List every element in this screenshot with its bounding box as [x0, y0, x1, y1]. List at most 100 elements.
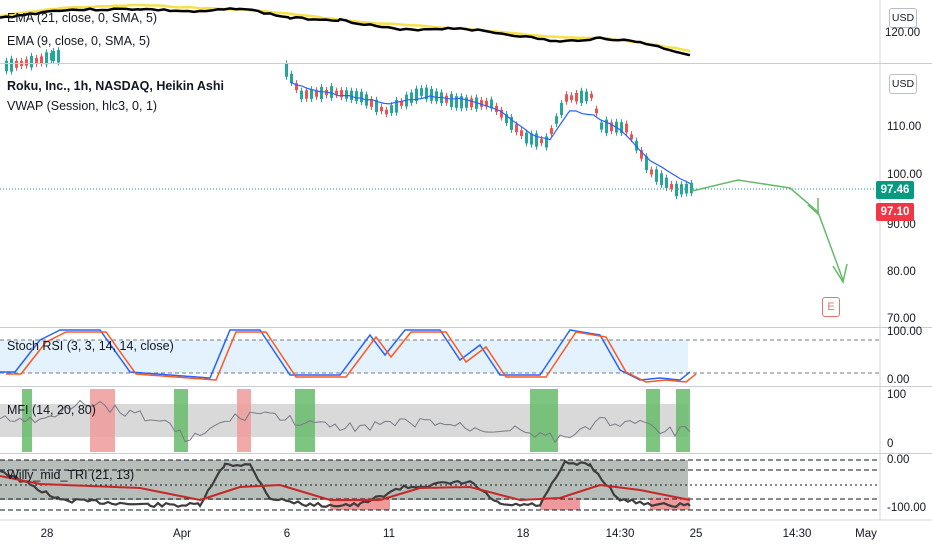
ema21-legend[interactable]: EMA (21, close, 0, SMA, 5) [7, 11, 158, 25]
candle-body [490, 99, 493, 109]
candle-body [52, 50, 55, 62]
candle-body [455, 96, 458, 108]
candle-body [515, 124, 518, 133]
y-label-70: 70.00 [887, 313, 916, 325]
stoch-y-0: 0.00 [887, 374, 910, 386]
candle-body [535, 133, 538, 147]
candle-body [40, 56, 43, 64]
candle-body [285, 63, 288, 77]
willy-slow-line [0, 475, 691, 502]
candle-body [610, 122, 613, 132]
y-label-120: 120.00 [885, 27, 921, 39]
candle-body [10, 58, 13, 72]
forecast-path[interactable] [691, 179, 844, 281]
mfi-legend[interactable]: MFI (14, 20, 80) [7, 403, 96, 417]
candle-body [460, 96, 463, 109]
candle-body [450, 94, 453, 108]
x-label-1430-a: 14:30 [605, 528, 635, 540]
candle-body [445, 95, 448, 103]
willy-red-zone [540, 497, 580, 510]
currency-badge-top[interactable]: USD [889, 8, 917, 28]
candle-body [670, 183, 673, 189]
candle-body [520, 130, 523, 137]
candle-body [345, 90, 348, 99]
pane-divider-4[interactable] [0, 453, 932, 454]
candle-body [400, 101, 403, 106]
candle-body [305, 90, 308, 99]
candle-body [565, 94, 568, 102]
mfi-zone-bar [295, 389, 315, 452]
candle-body [595, 108, 598, 114]
x-label-28: 28 [40, 528, 54, 540]
candle-body [555, 116, 558, 124]
candle-body [480, 100, 483, 107]
x-label-6: 6 [283, 528, 291, 540]
stoch-d-line [6, 331, 697, 383]
candle-body [570, 95, 573, 100]
candle-body [435, 91, 438, 102]
ema9-legend[interactable]: EMA (9, close, 0, SMA, 5) [7, 34, 151, 48]
candle-body [5, 60, 8, 72]
currency-badge-price[interactable]: USD [889, 74, 917, 94]
mfi-zone-bar [90, 389, 115, 452]
candle-body [630, 134, 633, 140]
candle-body [495, 105, 498, 112]
mfi-highlight-bars [22, 389, 690, 452]
candle-body [295, 83, 298, 91]
candle-body [585, 91, 588, 102]
candle-body [505, 114, 508, 124]
heikin-ashi-candles[interactable] [5, 47, 693, 200]
mfi-y-100: 100 [887, 389, 907, 401]
candle-body [510, 117, 513, 130]
candle-body [385, 109, 388, 115]
candle-body [320, 86, 323, 100]
x-label-18: 18 [516, 528, 530, 540]
candle-body [550, 128, 553, 134]
candle-body [380, 106, 383, 112]
stoch-k-line [0, 329, 691, 381]
x-label-apr: Apr [173, 528, 191, 540]
candle-body [35, 57, 38, 64]
pane-divider-1[interactable] [0, 63, 932, 64]
x-label-25: 25 [689, 528, 703, 540]
earnings-marker[interactable]: E [822, 297, 840, 317]
candle-body [575, 92, 578, 102]
candle-body [530, 133, 533, 145]
candle-body [580, 90, 583, 103]
stoch-legend[interactable]: Stoch RSI (3, 3, 14, 14, close) [7, 339, 174, 353]
candle-body [590, 93, 593, 99]
candle-body [685, 183, 688, 194]
candle-body [415, 88, 418, 102]
candle-body [665, 177, 668, 188]
candle-body [330, 86, 333, 98]
candle-body [465, 97, 468, 108]
y-label-100: 100.00 [887, 169, 923, 181]
symbol-legend[interactable]: Roku, Inc., 1h, NASDAQ, Heikin Ashi [7, 79, 224, 93]
stoch-y-100: 100.00 [887, 326, 923, 338]
candle-body [620, 122, 623, 134]
candle-body [370, 99, 373, 107]
mfi-y-0: 0 [887, 438, 894, 450]
candle-body [430, 88, 433, 101]
willy-legend[interactable]: Willy_mid_TRI (21, 13) [7, 468, 135, 482]
willy-fast-line [0, 459, 691, 509]
vwap-legend[interactable]: VWAP (Session, hlc3, 0, 1) [7, 99, 158, 113]
vwap-line [289, 81, 691, 185]
candle-body [57, 50, 60, 63]
candle-body [350, 90, 353, 101]
y-label-90: 90.00 [887, 219, 916, 231]
pane-divider-2[interactable] [0, 327, 932, 328]
candle-body [300, 90, 303, 100]
candle-body [45, 52, 48, 65]
pane-divider-3[interactable] [0, 386, 932, 387]
candle-body [355, 91, 358, 102]
candle-body [645, 156, 648, 171]
forecast-arrow-2 [832, 263, 848, 284]
candle-body [650, 169, 653, 175]
candle-body [340, 90, 343, 98]
candle-body [525, 132, 528, 144]
candle-body [420, 88, 423, 96]
candle-body [545, 136, 548, 148]
candle-body [315, 90, 318, 97]
